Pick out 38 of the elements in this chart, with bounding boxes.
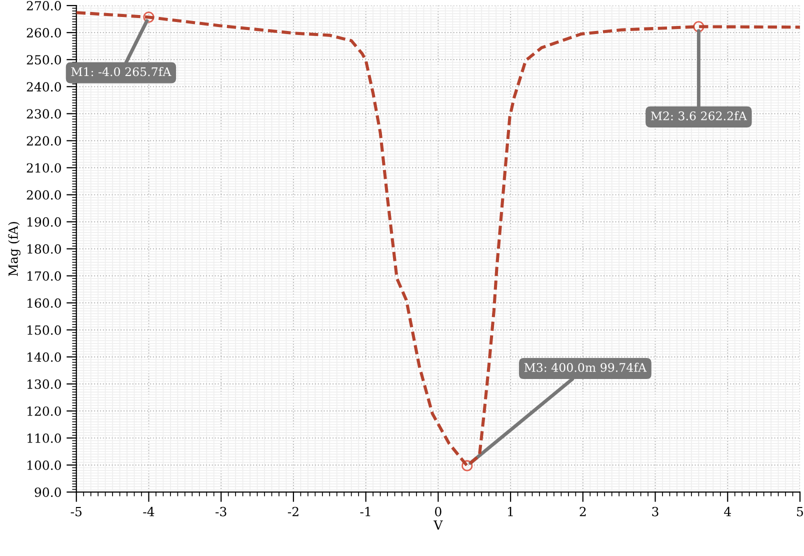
y-tick-label: 120.0 (28, 406, 61, 416)
x-tick-label: -4 (143, 506, 154, 516)
y-tick-label: 100.0 (28, 460, 61, 470)
y-tick-label: 180.0 (28, 244, 61, 254)
y-tick-label: 240.0 (26, 82, 61, 92)
y-tick-label: 260.0 (26, 28, 61, 38)
x-tick-label: 4 (724, 506, 731, 516)
x-tick-label: -5 (70, 507, 82, 516)
y-tick-label: 150.0 (28, 325, 61, 335)
y-tick-label: 160.0 (28, 298, 61, 308)
y-tick-label: 140.0 (28, 352, 61, 362)
annotation: M3: 400.0m 99.74fA (524, 362, 647, 372)
x-tick-label: 3 (652, 506, 658, 516)
x-tick-label: -1 (360, 506, 370, 516)
y-tick-label: 170.0 (28, 271, 61, 281)
annotation: M2: 3.6 262.2fA (650, 111, 748, 120)
y-tick-label: 210.0 (26, 163, 61, 173)
y-tick-label: 230.0 (26, 109, 61, 119)
x-tick-label: -2 (288, 506, 298, 516)
point (693, 21, 704, 32)
point (462, 460, 473, 472)
y-tick-label: 130.0 (28, 379, 61, 389)
x-tick-label: -3 (216, 506, 226, 516)
y-tick-label: 270.0 (26, 1, 61, 10)
annotation: M1: -4.0 265.7fA (71, 67, 172, 76)
y-tick-label: 110.0 (28, 433, 61, 443)
y-axis-title: Mag (fA) (8, 222, 20, 276)
x-tick-label: 2 (580, 506, 586, 516)
y-tick-label: 250.0 (26, 55, 61, 65)
y-tick-label: 220.0 (26, 136, 61, 146)
x-axis-title: V (434, 520, 443, 530)
x-tick-label: 1 (508, 506, 513, 516)
y-tick-label: 200.0 (26, 190, 61, 200)
x-tick-label: 5 (797, 507, 803, 516)
y-tick-label: 90.0 (34, 488, 61, 497)
point (143, 12, 154, 23)
y-tick-label: 190.0 (28, 217, 61, 227)
x-tick-label: 0 (435, 506, 442, 516)
